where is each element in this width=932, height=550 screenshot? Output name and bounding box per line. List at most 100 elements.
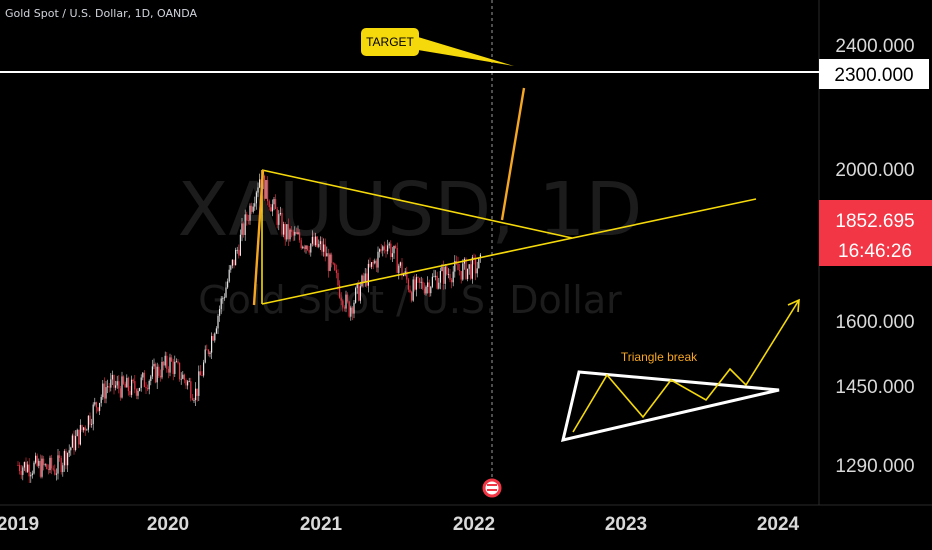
candle-body bbox=[211, 336, 213, 353]
candle-body bbox=[225, 287, 227, 298]
candle-body bbox=[278, 214, 280, 225]
candle-body bbox=[228, 269, 230, 282]
candle-body bbox=[155, 363, 157, 383]
candle-body bbox=[60, 457, 62, 473]
candle-body bbox=[214, 333, 216, 341]
candle-body bbox=[337, 272, 339, 286]
candle-body bbox=[119, 388, 121, 398]
candle-body bbox=[47, 468, 49, 471]
candle-body bbox=[73, 435, 75, 450]
candle-body bbox=[452, 271, 454, 283]
candle-body bbox=[209, 352, 211, 355]
candle-body bbox=[398, 265, 400, 273]
candle-body bbox=[191, 398, 193, 401]
time-tick: 2021 bbox=[300, 514, 343, 535]
candle-body bbox=[415, 277, 417, 290]
target-label: TARGET bbox=[366, 35, 414, 49]
candle-body bbox=[396, 247, 398, 273]
candle-body bbox=[457, 263, 459, 271]
candle-body bbox=[327, 253, 329, 271]
candle-body bbox=[159, 375, 161, 378]
candle-body bbox=[431, 276, 433, 287]
candle-body bbox=[103, 383, 105, 399]
time-tick: 2023 bbox=[605, 514, 647, 535]
candle-body bbox=[267, 180, 269, 202]
candle-body bbox=[193, 400, 195, 401]
candle-body bbox=[295, 231, 297, 234]
candle-body bbox=[203, 362, 205, 376]
candle-body bbox=[108, 386, 110, 388]
candle-body bbox=[17, 465, 19, 466]
candle-body bbox=[132, 379, 134, 382]
candle-body bbox=[126, 377, 128, 388]
candle-body bbox=[55, 473, 57, 475]
candle-body bbox=[123, 376, 125, 384]
time-tick: 2019 bbox=[0, 514, 39, 535]
candle-body bbox=[187, 381, 189, 386]
candle-body bbox=[319, 241, 321, 245]
breakout-projection[interactable] bbox=[252, 87, 526, 306]
candle-body bbox=[249, 205, 251, 221]
candle-body bbox=[343, 307, 345, 309]
candle-body bbox=[451, 279, 453, 283]
candle-body bbox=[188, 381, 190, 383]
candle-body bbox=[239, 234, 241, 256]
candle-body bbox=[243, 223, 245, 235]
candles bbox=[17, 171, 481, 483]
candle-body bbox=[238, 249, 240, 256]
economic-event-icon[interactable] bbox=[482, 478, 502, 498]
candle-body bbox=[230, 265, 232, 270]
candle-body bbox=[326, 253, 328, 257]
candle-body bbox=[316, 236, 318, 247]
candle-body bbox=[334, 263, 336, 271]
candle-body bbox=[283, 224, 285, 235]
candle-body bbox=[222, 297, 224, 299]
candle-body bbox=[435, 275, 437, 277]
candle-body bbox=[462, 263, 464, 280]
candle-body bbox=[75, 436, 77, 450]
candle-body bbox=[323, 244, 325, 252]
candle-body bbox=[476, 268, 478, 274]
triangle-break-diagram[interactable]: Triangle break bbox=[560, 298, 800, 443]
candle-body bbox=[303, 246, 305, 249]
candle-body bbox=[311, 236, 313, 244]
candle-body bbox=[367, 263, 369, 286]
candle-body bbox=[76, 429, 78, 437]
triangle-upper-line[interactable] bbox=[261, 169, 573, 239]
target-callout[interactable]: TARGET bbox=[361, 28, 514, 66]
candle-body bbox=[121, 376, 123, 398]
arrow-up-icon bbox=[787, 298, 800, 313]
candle-body bbox=[374, 260, 376, 264]
candle-body bbox=[433, 276, 435, 278]
candle-body bbox=[444, 266, 446, 284]
candle-body bbox=[143, 372, 145, 388]
candle-body bbox=[387, 245, 389, 252]
candle-body bbox=[350, 307, 352, 317]
candle-body bbox=[124, 383, 126, 388]
candle-body bbox=[449, 274, 451, 280]
time-tick: 2022 bbox=[453, 514, 495, 535]
bar-countdown: 16:46:26 bbox=[838, 241, 912, 262]
candle-body bbox=[233, 259, 235, 266]
candle-body bbox=[102, 383, 104, 398]
target-level-value: 2300.000 bbox=[834, 65, 913, 86]
candle-body bbox=[414, 279, 416, 290]
candle-body bbox=[49, 457, 51, 471]
breakout-pole-line[interactable] bbox=[252, 169, 265, 306]
candle-body bbox=[436, 275, 438, 289]
candle-body bbox=[180, 378, 182, 380]
candle-body bbox=[236, 249, 238, 251]
candle-body bbox=[166, 355, 168, 369]
candle-body bbox=[372, 262, 374, 264]
candle-body bbox=[478, 257, 480, 269]
candle-body bbox=[382, 246, 384, 251]
candle-body bbox=[145, 387, 147, 389]
candle-body bbox=[342, 300, 344, 308]
triangle-lower-line[interactable] bbox=[261, 198, 757, 305]
candle-body bbox=[33, 462, 35, 474]
candle-body bbox=[263, 175, 265, 199]
breakout-target-line[interactable] bbox=[500, 87, 526, 221]
candle-body bbox=[335, 270, 337, 273]
candle-body bbox=[169, 357, 171, 373]
